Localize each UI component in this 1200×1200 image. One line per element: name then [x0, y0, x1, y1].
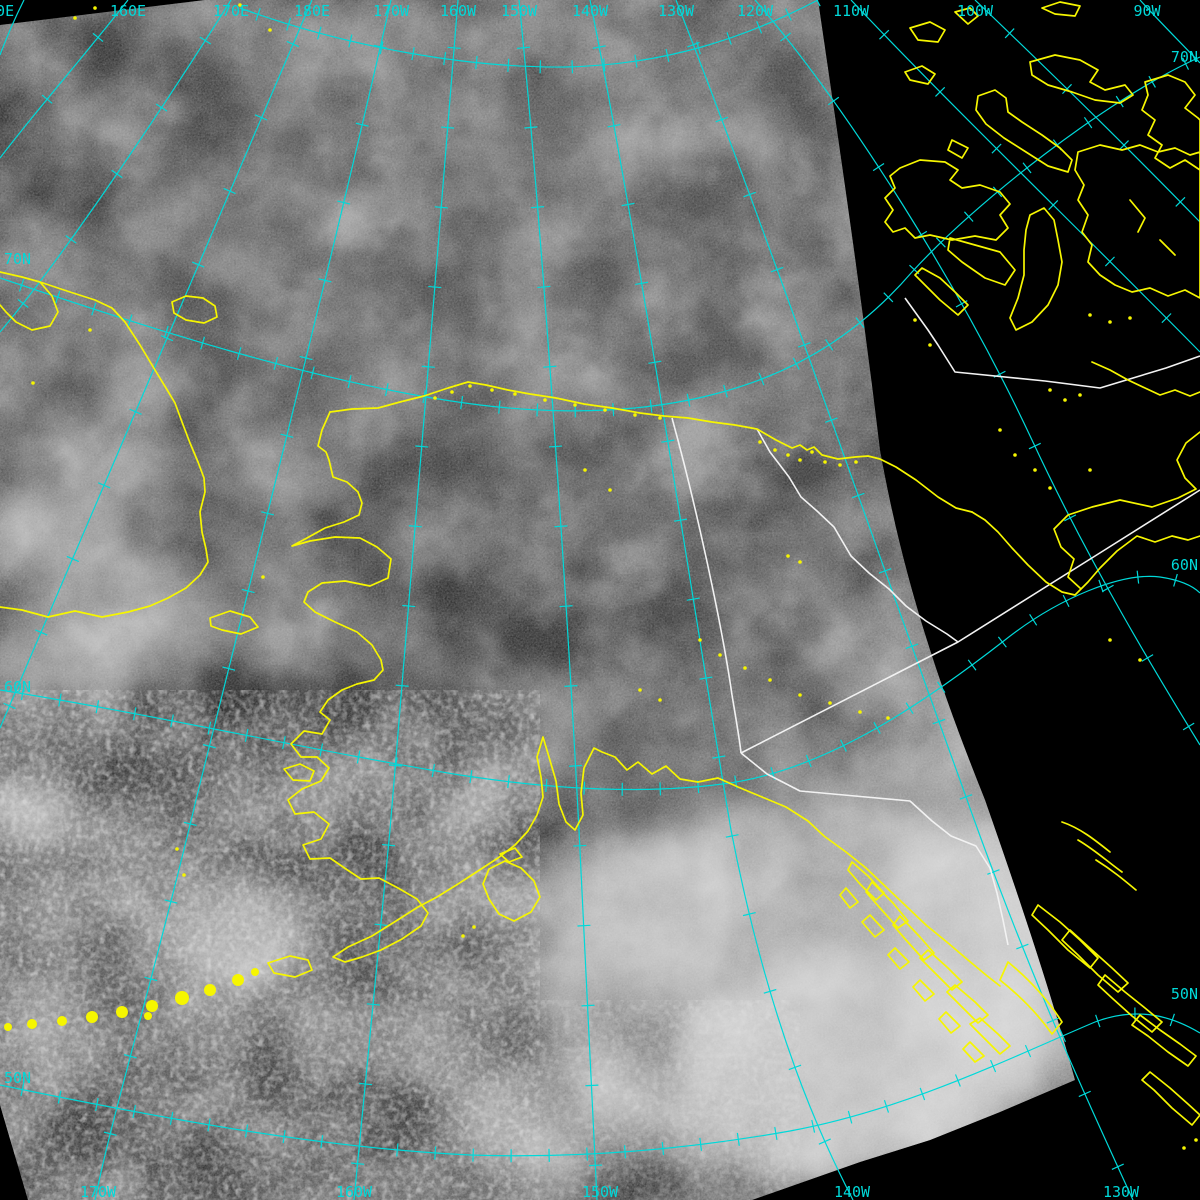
parallel-80n: [239, 0, 819, 68]
graticule-ticks: [1004, 28, 1186, 207]
lon-label-130w: 130W: [658, 2, 695, 20]
lon-label-160w: 160W: [440, 2, 477, 20]
coastline-alaska-north: [329, 381, 973, 513]
coastal-lake-dots: [31, 3, 1198, 1150]
graticule-ticks: [3, 40, 299, 710]
graticule-ticks: [592, 45, 831, 1145]
parallel-70n: [0, 56, 1200, 412]
lon-label-170e: 170E: [213, 2, 249, 20]
meridian-170e: [0, 0, 232, 333]
graticule-ticks: [20, 570, 1178, 796]
coastline-kodiak: [267, 847, 541, 978]
graticule-ticks: [255, 0, 821, 74]
latitude-labels-left: 70N 60N 50N: [4, 250, 31, 1087]
graticule-ticks: [687, 41, 1124, 1171]
border-alaska-yukon-141w: [671, 417, 742, 754]
coastline-bc-coast: [1031, 821, 1200, 1126]
lon-label-100w: 100W: [957, 2, 994, 20]
lat-label-right-70n: 70N: [1171, 48, 1198, 66]
meridian-90w: [1139, 0, 1200, 64]
lon-label-180e: 180E: [294, 2, 330, 20]
graticule-ticks: [103, 44, 387, 1136]
coastlines: [0, 1, 1200, 1150]
coastline-chukotka-russia: [0, 271, 218, 618]
lon-label-160e: 160E: [110, 2, 146, 20]
coastline-arctic-canada-mainland: [971, 431, 1200, 596]
graticule-ticks: [18, 57, 1190, 418]
lon-label-150e: 150E: [0, 2, 14, 20]
coastline-southeast-archipelago: [839, 861, 1063, 1063]
meridian-170w: [94, 0, 392, 1200]
parallel-50n: [0, 1013, 1200, 1157]
lon-label-140w: 140W: [572, 2, 609, 20]
meridian-130w: [675, 0, 1134, 1200]
graticule-ticks: [517, 46, 603, 1167]
graticule-ticks: [351, 46, 461, 1165]
graticule-ticks: [17, 36, 212, 308]
border-yukon-nwt: [756, 428, 959, 643]
meridian-150e: [0, 0, 25, 56]
lon-label-bottom-130w: 130W: [1103, 1183, 1140, 1200]
coastline-alaska-west: [287, 411, 1001, 987]
lon-label-110w: 110W: [833, 2, 870, 20]
lon-label-150w: 150W: [501, 2, 538, 20]
lon-label-bottom-170w: 170W: [80, 1183, 117, 1200]
lon-label-bottom-160w: 160W: [336, 1183, 373, 1200]
meridian-110w: [850, 0, 1200, 353]
meridian-140w: [589, 0, 854, 1200]
meridian-150w: [518, 0, 598, 1200]
lat-label-left-60n: 60N: [4, 678, 31, 696]
graticule-ticks: [879, 29, 1172, 324]
graticule-ticks: [20, 1007, 1175, 1163]
lon-label-bottom-150w: 150W: [582, 1183, 619, 1200]
meridian-120w: [754, 0, 1200, 746]
meridian-160e: [0, 0, 129, 159]
lat-label-right-60n: 60N: [1171, 556, 1198, 574]
longitude-labels-bottom: 170W 160W 150W 140W 130W: [80, 1183, 1140, 1200]
border-60n-yukon-bc: [740, 489, 1200, 754]
lat-label-left-50n: 50N: [4, 1069, 31, 1087]
meridian-100w: [974, 0, 1200, 223]
graticule-ticks: [41, 32, 104, 104]
lat-label-right-50n: 50N: [1171, 985, 1198, 1003]
aleutian-island-chain: [4, 968, 259, 1031]
lat-label-left-70n: 70N: [4, 250, 31, 268]
longitude-labels-top: 150E 160E 170E 180E 170W 160W 150W 140W …: [0, 2, 1162, 20]
political-borders: [671, 297, 1200, 946]
coastline-bering-islands: [209, 610, 315, 782]
border-alaska-bc-panhandle: [740, 752, 1009, 946]
latitude-labels-right: 70N 60N 50N: [1171, 48, 1198, 1003]
lon-label-90w: 90W: [1133, 2, 1161, 20]
lon-label-120w: 120W: [737, 2, 774, 20]
meridian-180: [0, 0, 313, 729]
lon-label-170w: 170W: [373, 2, 410, 20]
meridian-160w: [353, 0, 459, 1200]
coastline-arctic-islands: [884, 1, 1200, 397]
lon-label-bottom-140w: 140W: [834, 1183, 871, 1200]
cumulus-speckle-field: [0, 690, 800, 1200]
border-nwt-nunavut: [904, 297, 1200, 389]
